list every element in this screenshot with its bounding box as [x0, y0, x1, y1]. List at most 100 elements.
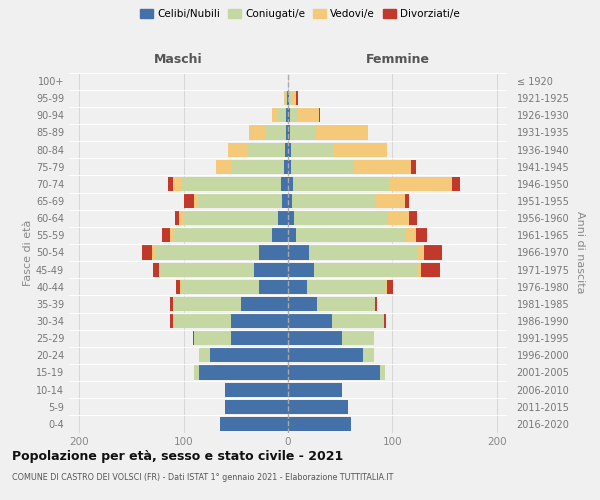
Bar — [184, 194, 194, 208]
Bar — [293, 177, 389, 191]
Bar — [384, 314, 386, 328]
Bar — [162, 228, 170, 242]
Bar — [288, 177, 293, 191]
Bar — [411, 160, 416, 174]
Bar — [155, 246, 259, 260]
Bar — [424, 246, 442, 260]
Bar — [278, 108, 286, 122]
Bar — [286, 126, 288, 140]
Bar — [316, 126, 368, 140]
Bar — [296, 91, 298, 105]
Bar — [288, 314, 332, 328]
Y-axis label: Fasce di età: Fasce di età — [23, 220, 33, 286]
Bar — [418, 262, 421, 276]
Bar — [152, 246, 155, 260]
Bar — [288, 382, 342, 396]
Bar — [288, 108, 290, 122]
Y-axis label: Anni di nascita: Anni di nascita — [575, 211, 585, 294]
Bar — [286, 108, 288, 122]
Bar — [220, 417, 288, 431]
Bar — [288, 228, 296, 242]
Bar — [354, 160, 411, 174]
Bar — [227, 142, 248, 156]
Bar — [182, 177, 281, 191]
Bar — [250, 126, 265, 140]
Bar — [288, 211, 294, 225]
Bar — [170, 314, 173, 328]
Bar — [285, 91, 287, 105]
Bar — [282, 194, 288, 208]
Bar — [374, 297, 377, 311]
Bar — [292, 194, 376, 208]
Bar — [184, 211, 278, 225]
Legend: Celibi/Nubili, Coniugati/e, Vedovi/e, Divorziati/e: Celibi/Nubili, Coniugati/e, Vedovi/e, Di… — [136, 5, 464, 24]
Bar — [199, 194, 282, 208]
Bar — [317, 297, 374, 311]
Bar — [194, 194, 199, 208]
Bar — [288, 160, 291, 174]
Bar — [272, 108, 278, 122]
Bar — [170, 297, 173, 311]
Bar — [173, 314, 230, 328]
Bar — [194, 366, 199, 380]
Bar — [160, 262, 254, 276]
Bar — [259, 280, 288, 294]
Bar — [290, 108, 298, 122]
Text: Maschi: Maschi — [154, 52, 203, 66]
Text: COMUNE DI CASTRO DEI VOLSCI (FR) - Dati ISTAT 1° gennaio 2021 - Elaborazione TUT: COMUNE DI CASTRO DEI VOLSCI (FR) - Dati … — [12, 472, 394, 482]
Bar — [294, 211, 388, 225]
Bar — [199, 366, 288, 380]
Bar — [173, 177, 182, 191]
Bar — [342, 331, 374, 345]
Bar — [409, 211, 418, 225]
Bar — [181, 280, 259, 294]
Bar — [168, 177, 173, 191]
Bar — [154, 262, 158, 276]
Bar — [158, 262, 160, 276]
Bar — [289, 91, 291, 105]
Text: Popolazione per età, sesso e stato civile - 2021: Popolazione per età, sesso e stato civil… — [12, 450, 343, 463]
Bar — [232, 160, 284, 174]
Bar — [418, 246, 424, 260]
Bar — [288, 262, 314, 276]
Bar — [216, 160, 232, 174]
Bar — [287, 91, 288, 105]
Bar — [307, 280, 385, 294]
Bar — [380, 366, 385, 380]
Bar — [288, 246, 309, 260]
Bar — [288, 91, 289, 105]
Bar — [332, 314, 384, 328]
Bar — [406, 228, 416, 242]
Bar — [288, 297, 317, 311]
Bar — [376, 194, 405, 208]
Bar — [333, 142, 387, 156]
Bar — [288, 400, 349, 414]
Text: Femmine: Femmine — [365, 52, 430, 66]
Bar — [296, 228, 406, 242]
Bar — [193, 331, 194, 345]
Bar — [265, 126, 286, 140]
Bar — [291, 142, 333, 156]
Bar — [284, 91, 285, 105]
Bar — [291, 160, 354, 174]
Bar — [173, 228, 272, 242]
Bar — [173, 297, 241, 311]
Bar — [288, 280, 307, 294]
Bar — [309, 246, 418, 260]
Bar — [298, 108, 319, 122]
Bar — [210, 348, 288, 362]
Bar — [178, 211, 184, 225]
Bar — [285, 142, 288, 156]
Bar — [254, 262, 288, 276]
Bar — [385, 280, 387, 294]
Bar — [388, 211, 409, 225]
Bar — [226, 400, 288, 414]
Bar — [319, 108, 320, 122]
Bar — [199, 348, 210, 362]
Bar — [288, 417, 350, 431]
Bar — [284, 160, 288, 174]
Bar — [272, 228, 288, 242]
Bar — [278, 211, 288, 225]
Bar — [421, 262, 440, 276]
Bar — [389, 177, 452, 191]
